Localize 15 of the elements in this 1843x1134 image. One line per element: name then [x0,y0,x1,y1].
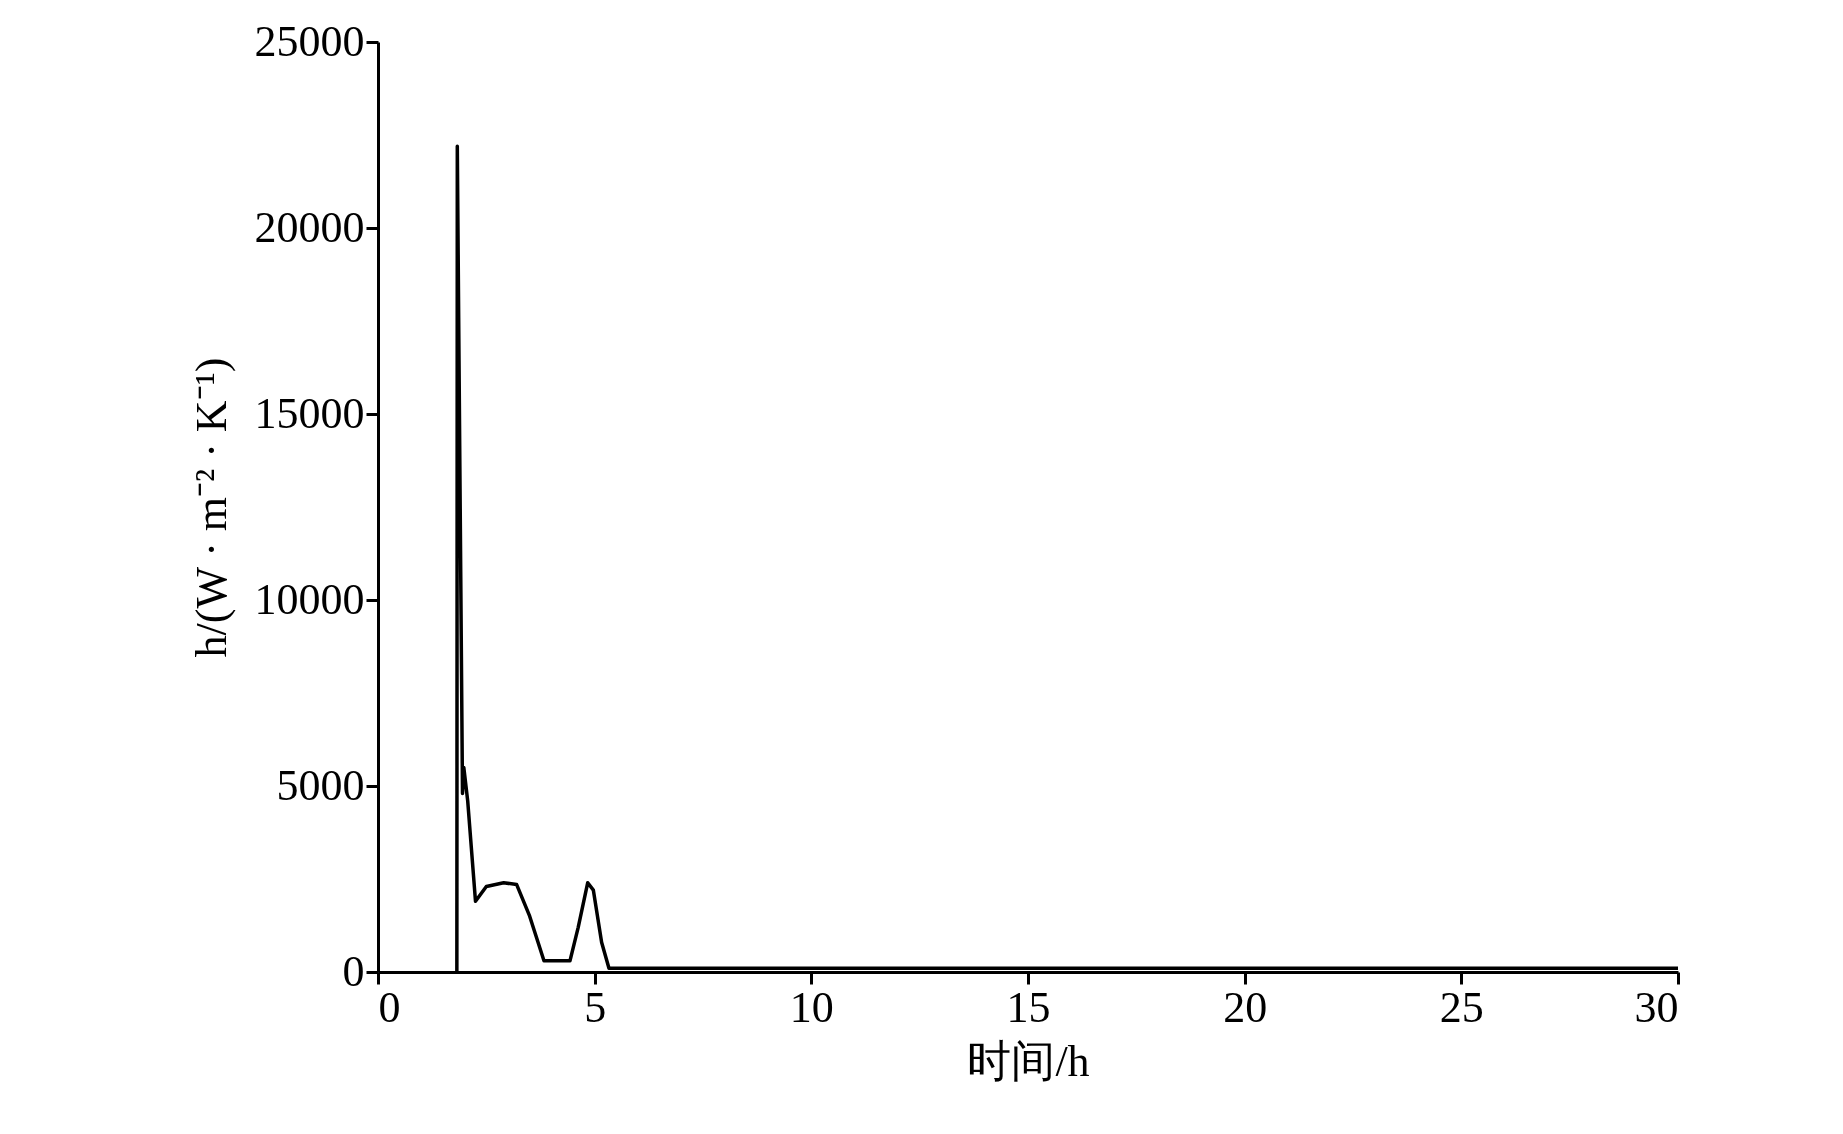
y-tick-label: 15000 [254,388,365,438]
y-tick-label: 10000 [254,574,365,624]
x-tick-label: 15 [1006,982,1051,1032]
y-tick-label: 20000 [254,202,365,252]
y-axis-title: h/(W · m⁻² · K⁻¹) [186,357,236,658]
x-tick-label: 30 [1634,982,1679,1032]
x-tick-label: 20 [1223,982,1268,1032]
y-tick-label: 5000 [276,760,365,810]
y-tick-label: 0 [342,946,365,996]
x-tick-label: 0 [378,982,401,1032]
x-axis-title: 时间/h [967,1036,1090,1086]
x-tick-label: 10 [789,982,834,1032]
x-tick-label: 25 [1439,982,1484,1032]
y-tick-label: 25000 [254,16,365,66]
x-tick-label: 5 [584,982,607,1032]
